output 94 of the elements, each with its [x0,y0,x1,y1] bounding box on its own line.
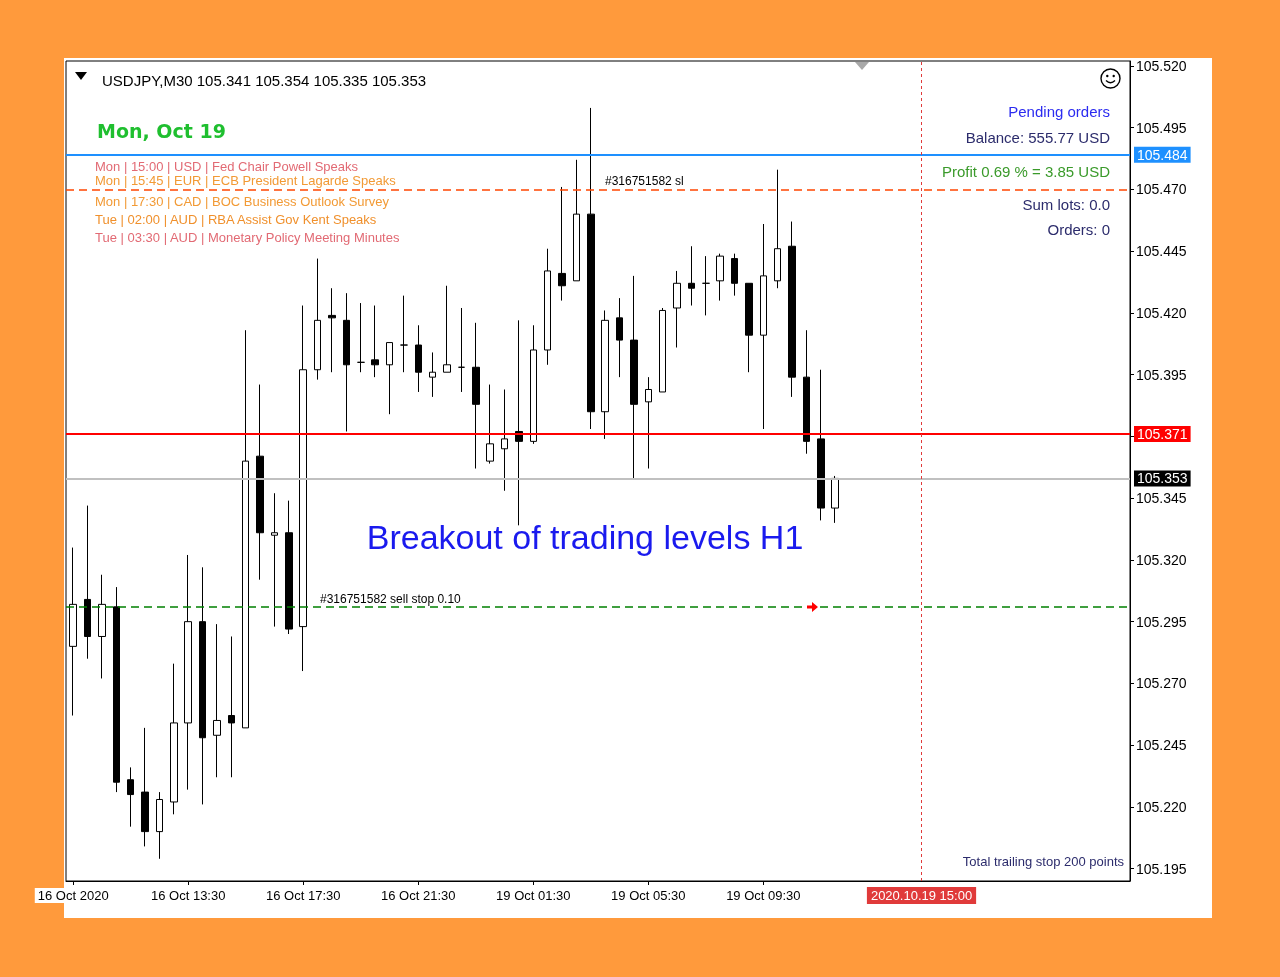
candlestick [184,554,192,791]
candlestick [659,307,666,393]
candlestick [803,329,810,455]
y-tick-label: 105.420 [1136,304,1187,321]
candlestick [98,574,106,679]
candlestick [831,475,839,524]
candlestick [113,586,120,793]
ref-line-label: 105.484 [1137,146,1188,163]
y-tick-label: 105.495 [1136,119,1187,136]
candlestick [601,309,609,440]
annotation: Sum lots: 0.0 [1022,195,1110,213]
x-tick-label: 16 Oct 21:30 [381,888,456,903]
x-tick-label: 19 Oct 05:30 [611,888,686,903]
candlestick [357,302,365,373]
candlestick [515,319,523,526]
candlestick [573,159,580,282]
candlestick [170,663,178,815]
candlestick [501,388,508,492]
text: USDJPY,M30 105.341 105.354 105.335 105.353 [102,72,427,89]
candlestick [314,258,321,381]
y-tick-label: 105.245 [1136,737,1187,754]
annotation: Mon | 15:00 | USD | Fed Chair Powell Speaks [95,158,359,174]
candlestick [242,329,249,729]
candlestick [616,297,623,378]
ref-line-label: 105.353 [1137,470,1188,487]
candlestick [256,384,264,581]
annotation: Profit 0.69 % = 3.85 USD [941,162,1111,180]
annotation: Mon | 15:45 | EUR | ECB President Lagarde Speaks [95,172,397,188]
annotation: Tue | 02:00 | AUD | RBA Assist Gov Kent Speaks [95,211,377,227]
y-tick-label: 105.395 [1136,366,1187,383]
candlestick [530,324,537,445]
candlestick [386,342,393,415]
annotation: Tue | 03:30 | AUD | Monetary Policy Meeting Minutes [95,229,400,245]
candlestick [69,547,77,717]
candlestick [127,766,134,828]
candlestick [673,270,681,349]
candlestick [486,384,494,465]
x-tick-label: 19 Oct 01:30 [496,888,571,903]
candlestick [817,369,825,521]
candlestick [271,492,278,628]
candlestick [141,727,149,847]
candlestick [731,253,738,297]
y-tick-label: 105.520 [1136,57,1187,74]
candlestick [199,566,206,805]
candlestick [415,324,422,393]
candlestick [645,376,652,470]
candlestick [630,275,638,479]
candlestick [788,221,796,398]
ref-line-label: 105.371 [1137,425,1188,442]
annotation: Mon, Oct 19 [97,120,226,142]
ref-line-label: #316751582 sell stop 0.10 [320,591,462,606]
y-tick-label: 105.220 [1136,798,1187,815]
x-tick-label: 16 Oct 13:30 [150,888,226,903]
candlestick [429,351,436,398]
candlestick [84,505,91,660]
y-tick-label: 105.295 [1136,613,1187,630]
annotation: Breakout of trading levels H1 [366,518,804,556]
candlestick [716,253,724,302]
y-tick-label: 105.270 [1136,675,1187,692]
candlestick [400,295,408,373]
candlestick [544,248,551,366]
annotation: Mon | 17:30 | CAD | BOC Business Outlook Survey [95,193,390,209]
y-tick-label: 105.345 [1136,490,1187,507]
candlestick [285,500,293,635]
annotation: Total trailing stop 200 points [962,853,1125,869]
candlestick [328,287,336,373]
candlestick [760,223,767,430]
candlestick [299,305,307,672]
candlestick [458,307,465,393]
y-tick-label: 105.470 [1136,181,1187,198]
y-tick-label: 105.195 [1136,860,1187,877]
annotation: Orders: 0 [1047,220,1110,238]
candlestick [587,107,595,430]
ref-line-label: #316751582 sl [605,174,684,189]
candlestick [443,285,451,373]
y-tick-label: 105.445 [1136,243,1187,260]
y-tick-label: 105.320 [1136,551,1187,568]
x-tick-label: 2020.10.19 15:00 [870,888,973,903]
x-tick-label: 19 Oct 09:30 [726,888,801,903]
candlestick [156,791,163,860]
candlestick [213,623,221,778]
candlestick [228,635,235,778]
candlestick [472,322,480,470]
candlestick [688,245,695,307]
candlestick [702,255,710,316]
candlestick [558,186,566,302]
annotation: Pending orders [1008,102,1110,120]
x-tick-label: 16 Oct 2020 [37,888,109,903]
annotation: Balance: 555.77 USD [965,128,1111,146]
candlestick [745,282,753,373]
candlestick [774,169,781,289]
x-tick-label: 16 Oct 17:30 [266,888,341,903]
candlestick [343,292,350,432]
candlestick [371,305,379,378]
